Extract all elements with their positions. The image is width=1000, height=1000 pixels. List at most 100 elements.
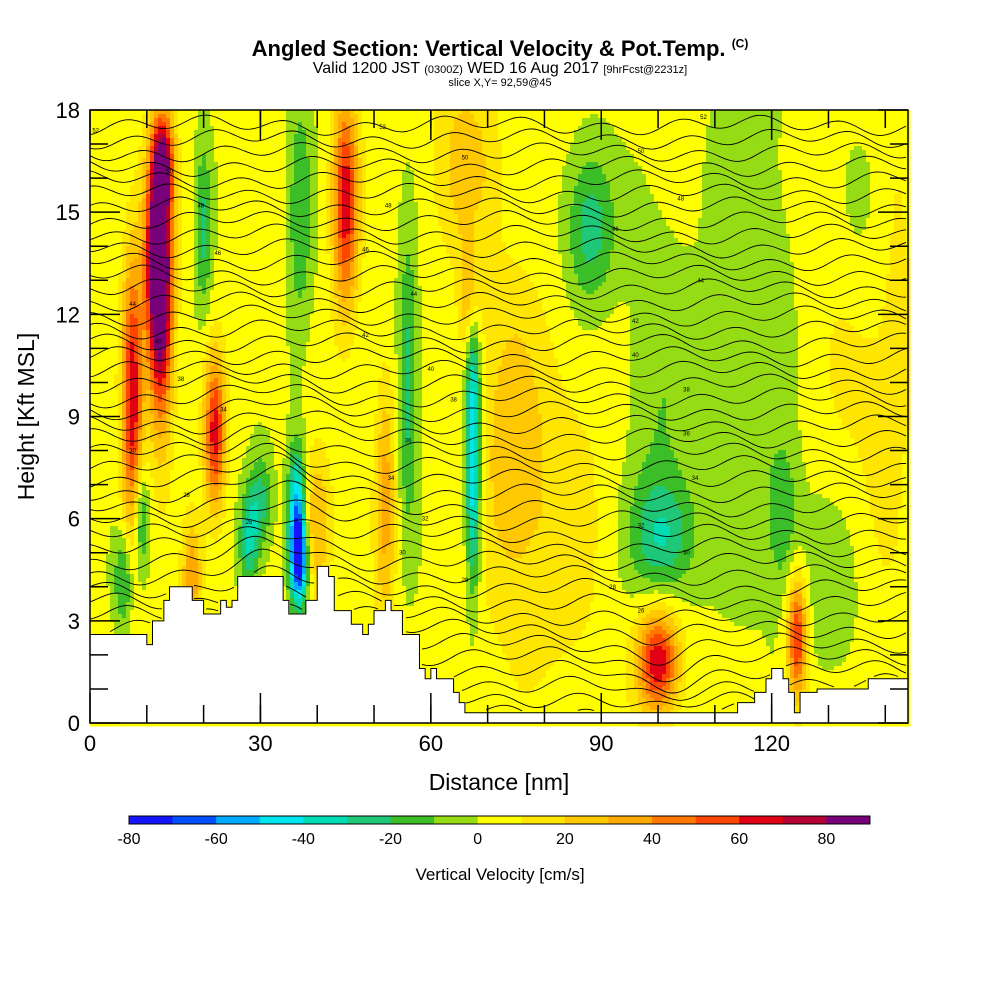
velocity-cell	[154, 122, 159, 127]
velocity-cell	[326, 130, 331, 135]
velocity-cell	[362, 118, 367, 123]
velocity-cell	[222, 114, 227, 119]
velocity-cell	[726, 114, 731, 119]
velocity-cell	[890, 126, 895, 131]
velocity-cell	[138, 114, 143, 119]
velocity-cell	[678, 114, 683, 119]
velocity-cell	[110, 130, 115, 135]
velocity-cell	[662, 130, 667, 135]
velocity-cell	[406, 118, 411, 123]
velocity-cell	[186, 114, 191, 119]
velocity-cell	[334, 122, 339, 127]
velocity-cell	[310, 126, 315, 131]
velocity-cell	[526, 130, 531, 135]
velocity-cell	[322, 118, 327, 123]
velocity-cell	[154, 114, 159, 119]
velocity-cell	[862, 122, 867, 127]
velocity-cell	[186, 126, 191, 131]
velocity-cell	[570, 118, 575, 123]
velocity-cell	[814, 118, 819, 123]
velocity-cell	[478, 118, 483, 123]
velocity-cell	[686, 126, 691, 131]
velocity-cell	[126, 122, 131, 127]
velocity-cell	[398, 122, 403, 127]
velocity-cell	[682, 122, 687, 127]
velocity-cell	[510, 126, 515, 131]
velocity-cell	[150, 118, 155, 123]
velocity-cell	[278, 126, 283, 131]
velocity-cell	[810, 122, 815, 127]
velocity-cell	[102, 114, 107, 119]
velocity-cell	[362, 130, 367, 135]
velocity-cell	[106, 118, 111, 123]
velocity-cell	[710, 114, 715, 119]
velocity-cell	[642, 118, 647, 123]
velocity-cell	[554, 126, 559, 131]
velocity-cell	[182, 126, 187, 131]
velocity-cell	[110, 114, 115, 119]
velocity-cell	[206, 126, 211, 131]
velocity-cell	[902, 118, 907, 123]
velocity-cell	[590, 126, 595, 131]
velocity-cell	[758, 118, 763, 123]
velocity-cell	[178, 118, 183, 123]
velocity-cell	[138, 126, 143, 131]
velocity-cell	[694, 130, 699, 135]
velocity-cell	[366, 126, 371, 131]
velocity-cell	[170, 122, 175, 127]
velocity-cell	[410, 114, 415, 119]
velocity-cell	[394, 118, 399, 123]
velocity-cell	[850, 118, 855, 123]
velocity-cell	[318, 114, 323, 119]
velocity-cell	[566, 130, 571, 135]
velocity-cell	[682, 126, 687, 131]
velocity-cell	[338, 114, 343, 119]
velocity-cell	[574, 122, 579, 127]
velocity-cell	[338, 126, 343, 131]
velocity-cell	[146, 130, 151, 135]
velocity-cell	[278, 122, 283, 127]
velocity-cell	[878, 114, 883, 119]
velocity-cell	[134, 122, 139, 127]
velocity-cell	[646, 126, 651, 131]
velocity-cell	[326, 118, 331, 123]
velocity-cell	[298, 118, 303, 123]
velocity-cell	[142, 114, 147, 119]
velocity-cell	[214, 130, 219, 135]
velocity-cell	[574, 118, 579, 123]
velocity-cell	[470, 130, 475, 135]
velocity-cell	[530, 130, 535, 135]
velocity-cell	[634, 118, 639, 123]
velocity-cell	[210, 122, 215, 127]
velocity-cell	[750, 118, 755, 123]
velocity-cell	[246, 126, 251, 131]
velocity-cell	[606, 118, 611, 123]
velocity-cell	[574, 114, 579, 119]
velocity-cell	[794, 118, 799, 123]
velocity-cell	[162, 122, 167, 127]
velocity-cell	[622, 114, 627, 119]
velocity-cell	[298, 114, 303, 119]
velocity-cell	[842, 122, 847, 127]
velocity-cell	[482, 118, 487, 123]
velocity-cell	[630, 126, 635, 131]
velocity-cell	[582, 130, 587, 135]
velocity-cell	[130, 122, 135, 127]
velocity-cell	[262, 130, 267, 135]
velocity-cell	[334, 114, 339, 119]
velocity-cell	[650, 118, 655, 123]
velocity-cell	[342, 122, 347, 127]
velocity-cell	[462, 114, 467, 119]
velocity-cell	[330, 114, 335, 119]
velocity-cell	[650, 114, 655, 119]
velocity-cell	[390, 114, 395, 119]
velocity-cell	[346, 114, 351, 119]
velocity-cell	[326, 126, 331, 131]
velocity-cell	[818, 114, 823, 119]
velocity-cell	[226, 118, 231, 123]
velocity-cell	[630, 122, 635, 127]
velocity-cell	[386, 130, 391, 135]
velocity-cell	[518, 118, 523, 123]
velocity-cell	[406, 126, 411, 131]
velocity-cell	[250, 122, 255, 127]
